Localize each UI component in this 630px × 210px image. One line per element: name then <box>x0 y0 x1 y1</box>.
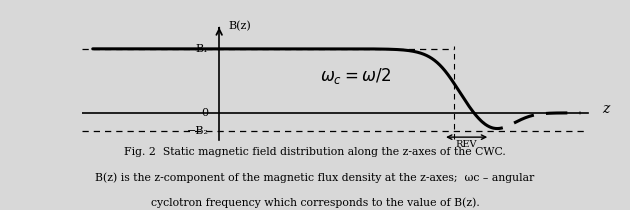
Text: 0: 0 <box>201 108 209 118</box>
Text: B₁: B₁ <box>196 44 209 54</box>
Text: $\omega_c = \omega/2$: $\omega_c = \omega/2$ <box>320 66 391 86</box>
Text: z: z <box>602 102 609 116</box>
Text: B(z): B(z) <box>228 21 251 32</box>
Text: B(z) is the z-component of the magnetic flux density at the z-axes;  ωc – angula: B(z) is the z-component of the magnetic … <box>95 172 535 183</box>
Text: −B₂: −B₂ <box>186 126 209 136</box>
Text: Fig. 2  Static magnetic field distribution along the z-axes of the CWC.: Fig. 2 Static magnetic field distributio… <box>124 147 506 157</box>
Text: REV: REV <box>456 140 478 149</box>
Text: cyclotron frequency which corresponds to the value of B(z).: cyclotron frequency which corresponds to… <box>151 197 479 208</box>
